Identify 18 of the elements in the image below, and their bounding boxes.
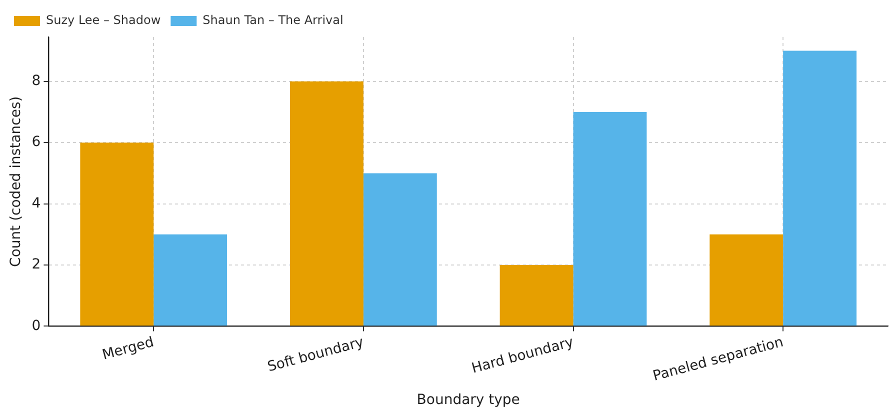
bar	[710, 234, 784, 326]
legend-label: Shaun Tan – The Arrival	[202, 13, 344, 28]
bar	[500, 265, 574, 326]
y-tick-label: 0	[32, 318, 41, 334]
bar	[783, 50, 857, 326]
y-tick-label: 4	[32, 195, 41, 212]
legend-label: Suzy Lee – Shadow	[46, 13, 161, 28]
bar	[573, 112, 647, 326]
x-tick-label: Merged	[100, 334, 156, 364]
y-tick-label: 8	[32, 73, 41, 90]
y-axis-title: Count (coded instances)	[8, 96, 24, 267]
bar	[154, 234, 228, 326]
y-tick-label: 2	[32, 256, 41, 273]
bar	[363, 173, 437, 326]
bar	[80, 142, 154, 326]
x-axis-title: Boundary type	[416, 392, 520, 408]
y-tick-label: 6	[32, 134, 41, 150]
bar	[290, 81, 364, 326]
